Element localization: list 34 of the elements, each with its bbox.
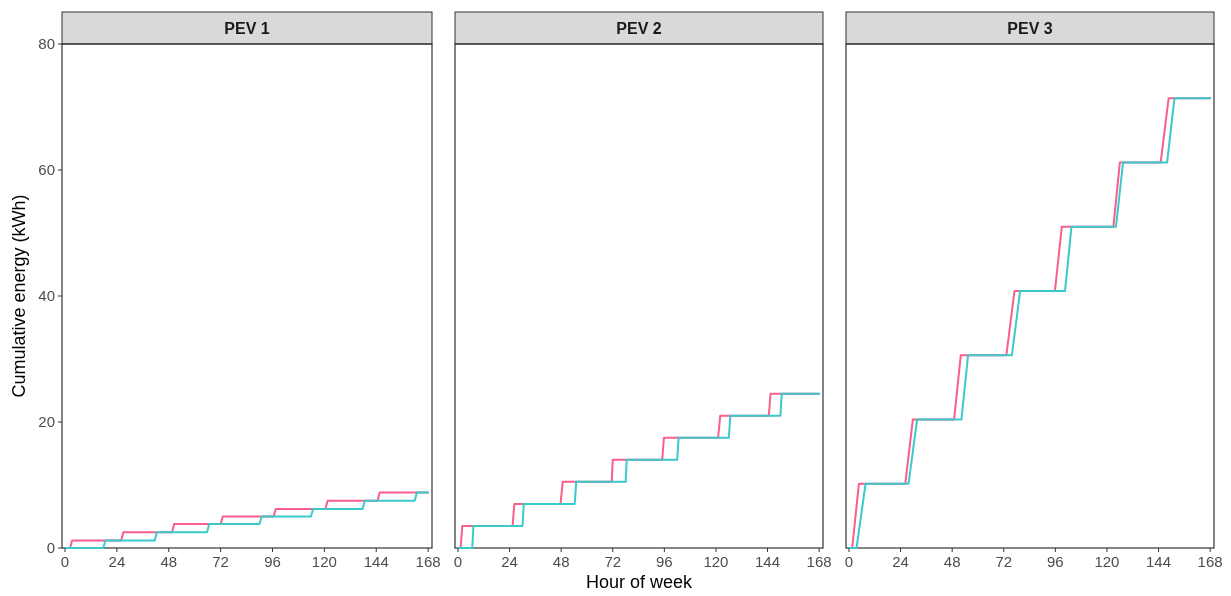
x-tick-label: 24: [892, 553, 909, 570]
x-tick-label: 120: [703, 553, 729, 570]
chart-title: PEV 2: [616, 20, 662, 37]
x-tick-label: 72: [212, 553, 229, 570]
x-tick-label: 72: [604, 553, 622, 570]
chart-title: PEV 1: [224, 20, 270, 37]
x-tick-label: 72: [995, 553, 1013, 570]
x-tick-label: 0: [844, 553, 854, 570]
x-tick-label: 24: [108, 553, 126, 570]
y-tick-label: 60: [38, 161, 55, 178]
x-tick-label: 168: [1197, 553, 1223, 570]
y-axis-title: Cumulative energy (kWh): [9, 194, 29, 398]
x-tick-label: 96: [1047, 553, 1064, 570]
x-tick-label: 0: [60, 553, 70, 570]
x-tick-label: 144: [755, 553, 781, 570]
y-tick-label: 80: [38, 35, 55, 52]
x-tick-label: 120: [311, 553, 337, 570]
x-tick-label: 168: [806, 553, 832, 570]
x-tick-label: 96: [656, 553, 673, 570]
y-tick-label: 40: [38, 287, 55, 304]
x-tick-label: 0: [453, 553, 463, 570]
y-tick-label: 0: [46, 539, 55, 556]
x-tick-label: 144: [1146, 553, 1172, 570]
x-tick-label: 144: [363, 553, 389, 570]
chart-title: PEV 3: [1007, 20, 1053, 37]
x-tick-label: 24: [501, 553, 518, 570]
x-tick-label: 120: [1094, 553, 1120, 570]
x-tick-label: 96: [264, 553, 281, 570]
x-tick-label: 168: [415, 553, 441, 570]
y-tick-label: 20: [38, 413, 55, 430]
x-tick-label: 48: [160, 553, 178, 570]
x-axis-title: Hour of week: [585, 572, 694, 592]
x-tick-label: 48: [943, 553, 961, 570]
x-tick-label: 48: [552, 553, 570, 570]
